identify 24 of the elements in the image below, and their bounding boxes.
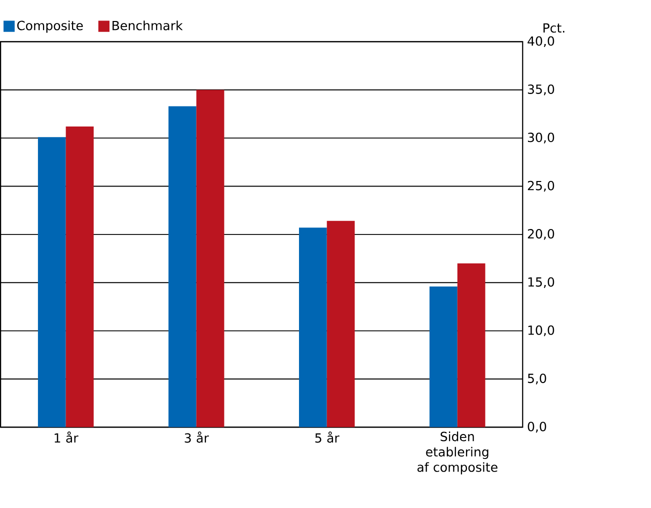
y-tick-label: 15,0 (528, 277, 554, 288)
y-tick-label: 20,0 (528, 228, 554, 240)
x-tick-label: Siden etablering af composite (417, 431, 498, 474)
y-axis-title: Pct. (544, 23, 564, 33)
y-tick-label: 10,0 (528, 325, 554, 336)
bar (168, 106, 196, 428)
bar (430, 286, 458, 428)
bar (196, 90, 224, 428)
x-tick-label: 5 år (315, 431, 340, 443)
bar (298, 228, 327, 428)
bar (38, 137, 66, 428)
bar (457, 263, 486, 428)
y-tick-label: 35,0 (528, 84, 554, 96)
y-tick-label: 25,0 (528, 180, 554, 192)
y-tick-label: 5,0 (528, 374, 546, 384)
y-tick-label: 30,0 (528, 132, 554, 144)
y-tick-label: 0,0 (528, 422, 546, 433)
legend-label: Composite (17, 20, 83, 33)
legend-label: Benchmark (112, 20, 183, 30)
bar (326, 220, 355, 428)
x-tick-label: 3 år (184, 431, 209, 443)
y-tick-label: 40,0 (528, 36, 554, 47)
bar (66, 126, 94, 428)
x-tick-label: 1 år (54, 431, 78, 443)
